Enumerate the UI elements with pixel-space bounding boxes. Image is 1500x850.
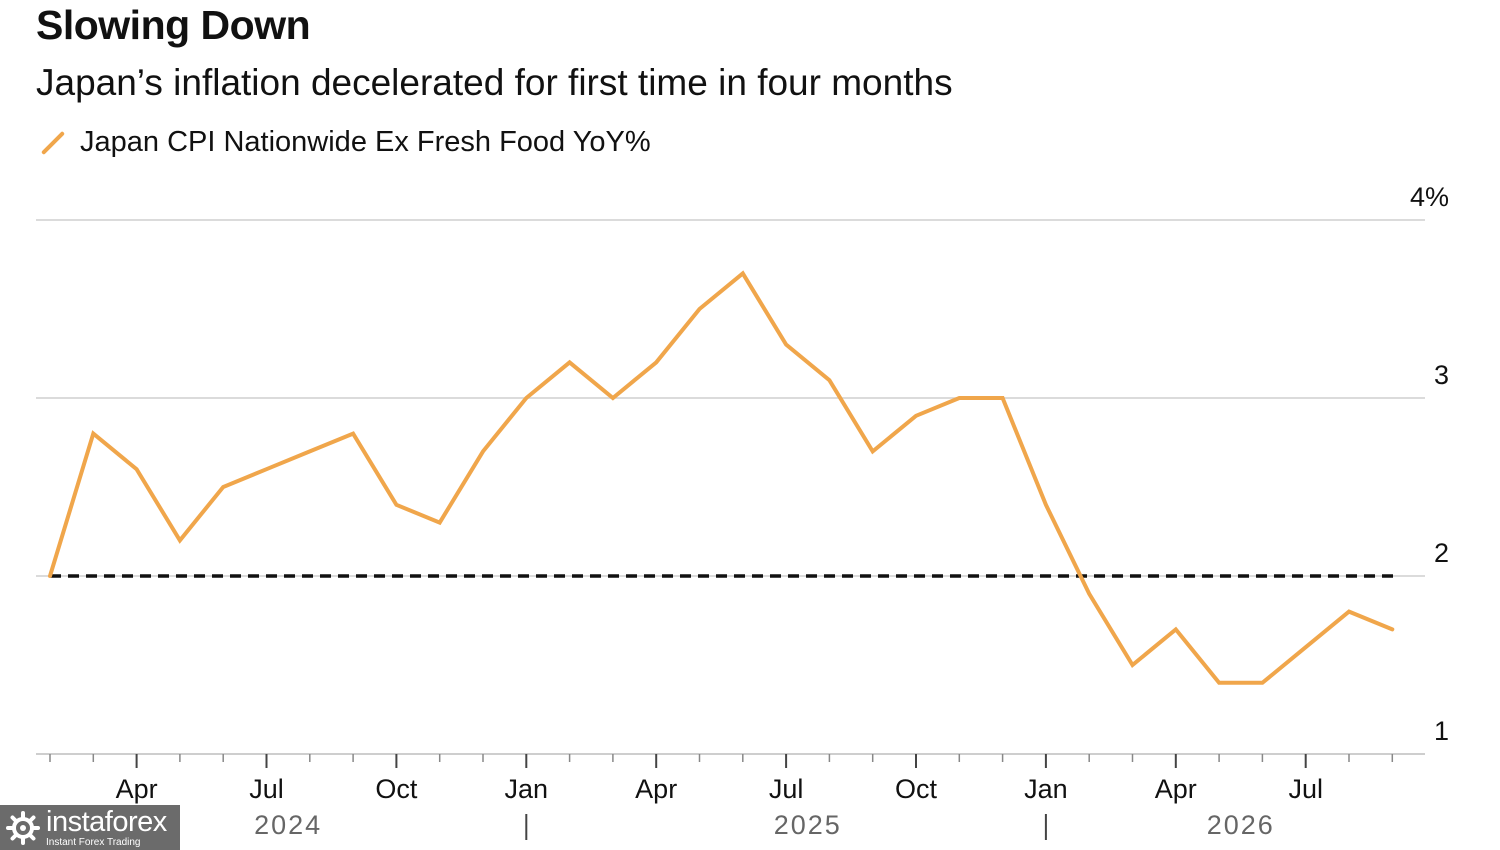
data-point [568, 360, 572, 364]
x-tick-label: Jul [1288, 774, 1323, 804]
x-tick-label: Oct [375, 774, 418, 804]
x-tick-label: Apr [635, 774, 677, 804]
data-point [524, 396, 528, 400]
x-tick-label: Jan [1024, 774, 1068, 804]
chart-subtitle: Japan’s inflation decelerated for first … [36, 62, 953, 103]
y-tick-label: 2 [1434, 538, 1449, 568]
data-point [741, 271, 745, 275]
data-point [1001, 396, 1005, 400]
y-tick-label: 3 [1434, 360, 1449, 390]
data-point [481, 449, 485, 453]
data-point [1044, 503, 1048, 507]
data-point [1390, 627, 1394, 631]
data-point [654, 360, 658, 364]
legend-label: Japan CPI Nationwide Ex Fresh Food YoY% [80, 126, 651, 158]
x-tick-label: Apr [1155, 774, 1197, 804]
data-point [784, 343, 788, 347]
data-point [914, 414, 918, 418]
data-point [1131, 663, 1135, 667]
data-point [351, 432, 355, 436]
data-point [308, 449, 312, 453]
x-year-label: 2026 [1207, 810, 1275, 840]
x-year-label: 2025 [774, 810, 842, 840]
data-point [827, 378, 831, 382]
data-point [265, 467, 269, 471]
instaforex-logo-icon [6, 810, 40, 845]
x-tick-label: Oct [895, 774, 938, 804]
x-year-label: 2024 [254, 810, 322, 840]
data-point [1217, 681, 1221, 685]
data-point [1260, 681, 1264, 685]
data-point [871, 449, 875, 453]
watermark-tagline: Instant Forex Trading [46, 836, 141, 848]
y-tick-label: 4% [1410, 182, 1449, 212]
x-tick-label: Apr [116, 774, 158, 804]
x-tick-label: Jul [249, 774, 284, 804]
instaforex-watermark: instaforex Instant Forex Trading [0, 805, 180, 850]
data-point [48, 574, 52, 578]
data-point [1087, 592, 1091, 596]
data-point [221, 485, 225, 489]
watermark-brand: instaforex [46, 805, 167, 838]
chart-title: Slowing Down [36, 2, 311, 48]
y-tick-label: 1 [1434, 716, 1449, 746]
x-tick-label: Jul [769, 774, 804, 804]
x-tick-label: Jan [505, 774, 549, 804]
data-point [135, 467, 139, 471]
data-point [698, 307, 702, 311]
series-line-cpi [48, 270, 1395, 685]
data-point [611, 396, 615, 400]
legend: Japan CPI Nationwide Ex Fresh Food YoY% [36, 126, 651, 159]
data-point [394, 503, 398, 507]
data-point [1304, 645, 1308, 649]
data-point [1174, 627, 1178, 631]
data-point [438, 521, 442, 525]
data-point [1347, 610, 1351, 614]
data-point [957, 396, 961, 400]
data-point [178, 538, 182, 542]
data-point [91, 432, 95, 436]
